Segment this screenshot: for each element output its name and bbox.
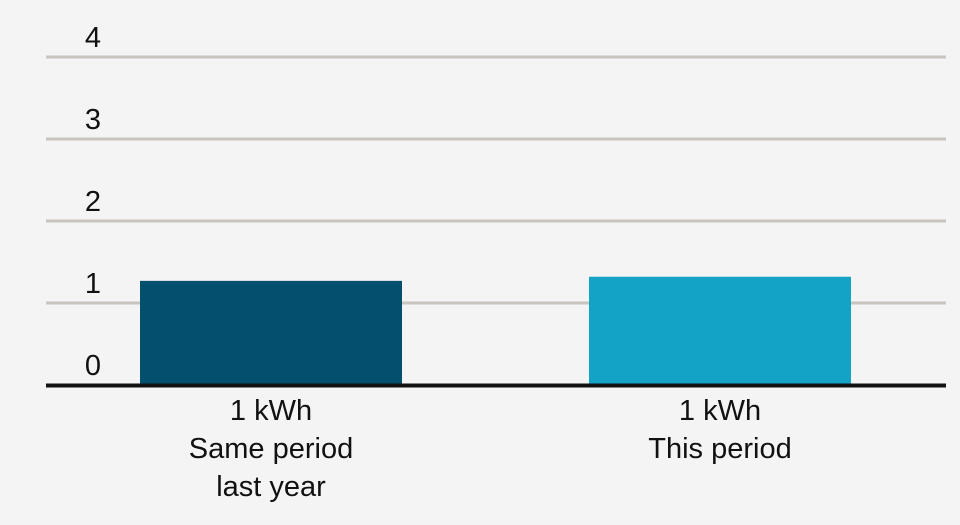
category-value-label: 1 kWh xyxy=(230,395,312,427)
category-label: This period xyxy=(648,433,791,465)
bar xyxy=(589,276,851,385)
category-value-label: 1 kWh xyxy=(679,395,761,427)
y-tick-label: 4 xyxy=(85,22,101,54)
category-label: last year xyxy=(216,471,326,503)
category-label: Same period xyxy=(189,433,353,465)
y-tick-label: 1 xyxy=(85,268,101,300)
y-tick-label: 2 xyxy=(85,186,101,218)
bar xyxy=(140,280,402,385)
gridlines xyxy=(46,55,946,305)
y-axis-ticks: 0 1 2 3 4 xyxy=(85,22,101,382)
bars xyxy=(140,276,851,385)
category-labels: 1 kWh Same period last year 1 kWh This perio… xyxy=(189,395,792,503)
y-tick-label: 0 xyxy=(85,350,101,382)
y-tick-label: 3 xyxy=(85,104,101,136)
